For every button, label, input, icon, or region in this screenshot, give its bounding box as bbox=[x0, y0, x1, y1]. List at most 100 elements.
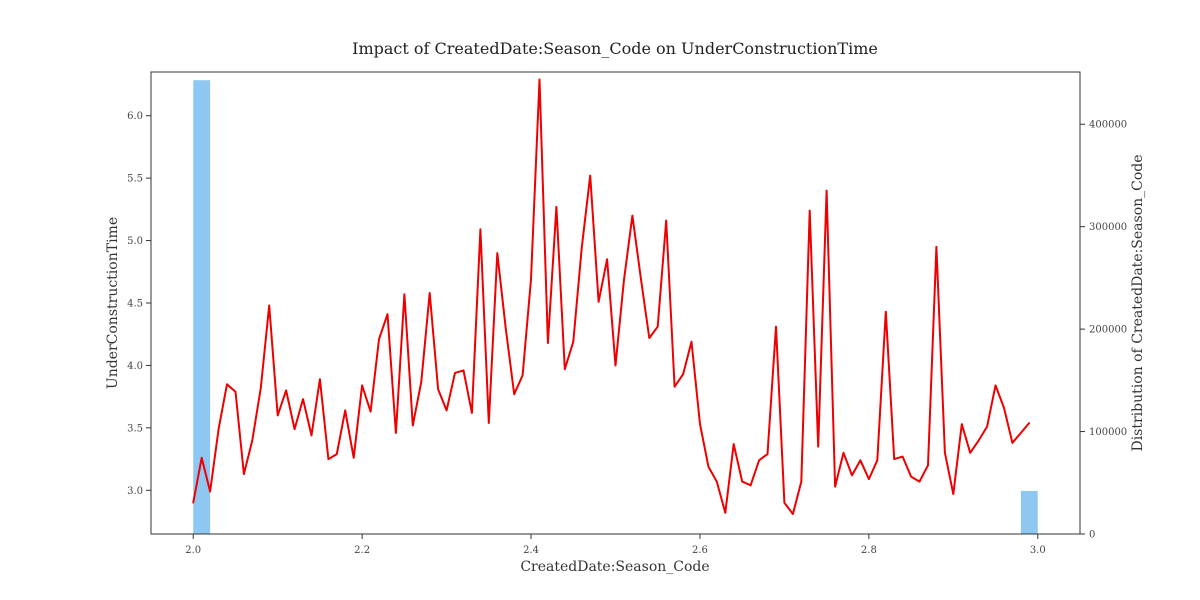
line-point bbox=[378, 338, 380, 341]
line-point bbox=[209, 490, 211, 493]
y-tick-label: 3.5 bbox=[127, 423, 143, 434]
line-point bbox=[631, 214, 634, 217]
line-point bbox=[682, 373, 684, 375]
line-point bbox=[884, 310, 887, 313]
line-point bbox=[454, 372, 456, 374]
line-point bbox=[817, 445, 819, 448]
line-point bbox=[589, 174, 591, 177]
histogram-bar-0 bbox=[193, 80, 211, 534]
line-point bbox=[935, 246, 938, 248]
y-tick-label: 3.0 bbox=[127, 486, 143, 497]
x-tick-label: 2.0 bbox=[185, 545, 201, 556]
line-point bbox=[403, 293, 406, 296]
line-point bbox=[428, 292, 431, 294]
line-point bbox=[420, 380, 423, 383]
line-point bbox=[504, 327, 507, 329]
line-point bbox=[251, 439, 254, 442]
line-point bbox=[310, 434, 313, 437]
line-point bbox=[336, 453, 338, 455]
plot-frame bbox=[150, 71, 1081, 535]
line-point bbox=[808, 209, 811, 212]
line-point bbox=[538, 78, 541, 81]
line-point bbox=[344, 409, 347, 412]
y2-tick-label: 200000 bbox=[1089, 325, 1127, 336]
line-point bbox=[445, 409, 448, 412]
line-point bbox=[496, 252, 499, 254]
x-axis-label: CreatedDate:Season_Code bbox=[520, 559, 709, 575]
line-point bbox=[994, 384, 997, 387]
line-point bbox=[1003, 407, 1005, 409]
line-point bbox=[369, 410, 372, 413]
histogram-bars bbox=[193, 80, 1038, 534]
line-point bbox=[226, 383, 228, 385]
line-point bbox=[513, 393, 515, 395]
line-point bbox=[1020, 432, 1022, 434]
line-point bbox=[775, 325, 777, 328]
line-point bbox=[268, 304, 271, 307]
line-point bbox=[901, 455, 904, 458]
line-point bbox=[969, 452, 972, 454]
line-point bbox=[352, 457, 355, 459]
line-point bbox=[910, 475, 912, 478]
line-point bbox=[437, 388, 439, 390]
line-path bbox=[192, 78, 1031, 515]
line-point bbox=[200, 457, 203, 459]
line-point bbox=[783, 501, 786, 504]
y2-tick-label: 100000 bbox=[1089, 427, 1127, 438]
y2-tick-label: 300000 bbox=[1089, 222, 1127, 233]
line-point bbox=[327, 458, 330, 460]
line-point bbox=[471, 412, 473, 414]
line-point bbox=[758, 459, 760, 462]
line-point bbox=[960, 423, 963, 425]
line-point bbox=[614, 364, 617, 367]
line-point bbox=[851, 474, 853, 477]
x-tick-label: 3.0 bbox=[1030, 545, 1046, 556]
line-point bbox=[361, 384, 363, 387]
line-point bbox=[606, 258, 608, 261]
line-point bbox=[868, 478, 870, 480]
line-point bbox=[217, 428, 220, 430]
line-point bbox=[555, 206, 558, 208]
x-tick-label: 2.4 bbox=[523, 545, 539, 556]
y-tick-label: 4.0 bbox=[127, 361, 143, 372]
line-point bbox=[825, 189, 828, 192]
line-point bbox=[842, 452, 845, 454]
line-point bbox=[876, 459, 879, 462]
line-point bbox=[564, 368, 566, 370]
line-point bbox=[800, 480, 803, 483]
line-point bbox=[521, 374, 524, 377]
line-point bbox=[893, 458, 895, 460]
line-point bbox=[986, 425, 988, 428]
y2-tick-label: 0 bbox=[1089, 530, 1095, 541]
line-point bbox=[597, 300, 600, 303]
x-tick-label: 2.2 bbox=[354, 545, 370, 556]
line-point bbox=[395, 432, 397, 434]
line-point bbox=[690, 340, 693, 343]
line-point bbox=[530, 278, 532, 281]
y-tick-label: 4.5 bbox=[127, 299, 143, 310]
y2-tick-label: 400000 bbox=[1089, 120, 1127, 131]
line-point bbox=[766, 453, 769, 455]
line-point bbox=[293, 428, 296, 430]
line-point bbox=[243, 473, 245, 475]
histogram-bar-1 bbox=[1020, 490, 1038, 534]
line-point bbox=[977, 439, 980, 442]
line-point bbox=[234, 390, 237, 393]
y-axis-left: 3.0 3.5 4.0 4.5 5.0 5.5 6.0 bbox=[127, 111, 151, 497]
line-point bbox=[724, 511, 727, 514]
line-point bbox=[716, 480, 718, 483]
line-point bbox=[640, 277, 642, 279]
line-point bbox=[302, 398, 304, 400]
line-point bbox=[547, 342, 549, 344]
line-point bbox=[1011, 442, 1014, 444]
line-point bbox=[623, 279, 625, 282]
line-point bbox=[488, 422, 490, 424]
y-axis-right: 0 100000 200000 300000 400000 bbox=[1080, 120, 1127, 541]
line-point bbox=[1028, 422, 1031, 424]
line-point bbox=[192, 501, 195, 504]
y-axis-label: UnderConstructionTime bbox=[105, 217, 121, 389]
chart-title: Impact of CreatedDate:Season_Code on Und… bbox=[352, 39, 878, 58]
line-point bbox=[319, 378, 321, 380]
line-point bbox=[927, 464, 929, 467]
